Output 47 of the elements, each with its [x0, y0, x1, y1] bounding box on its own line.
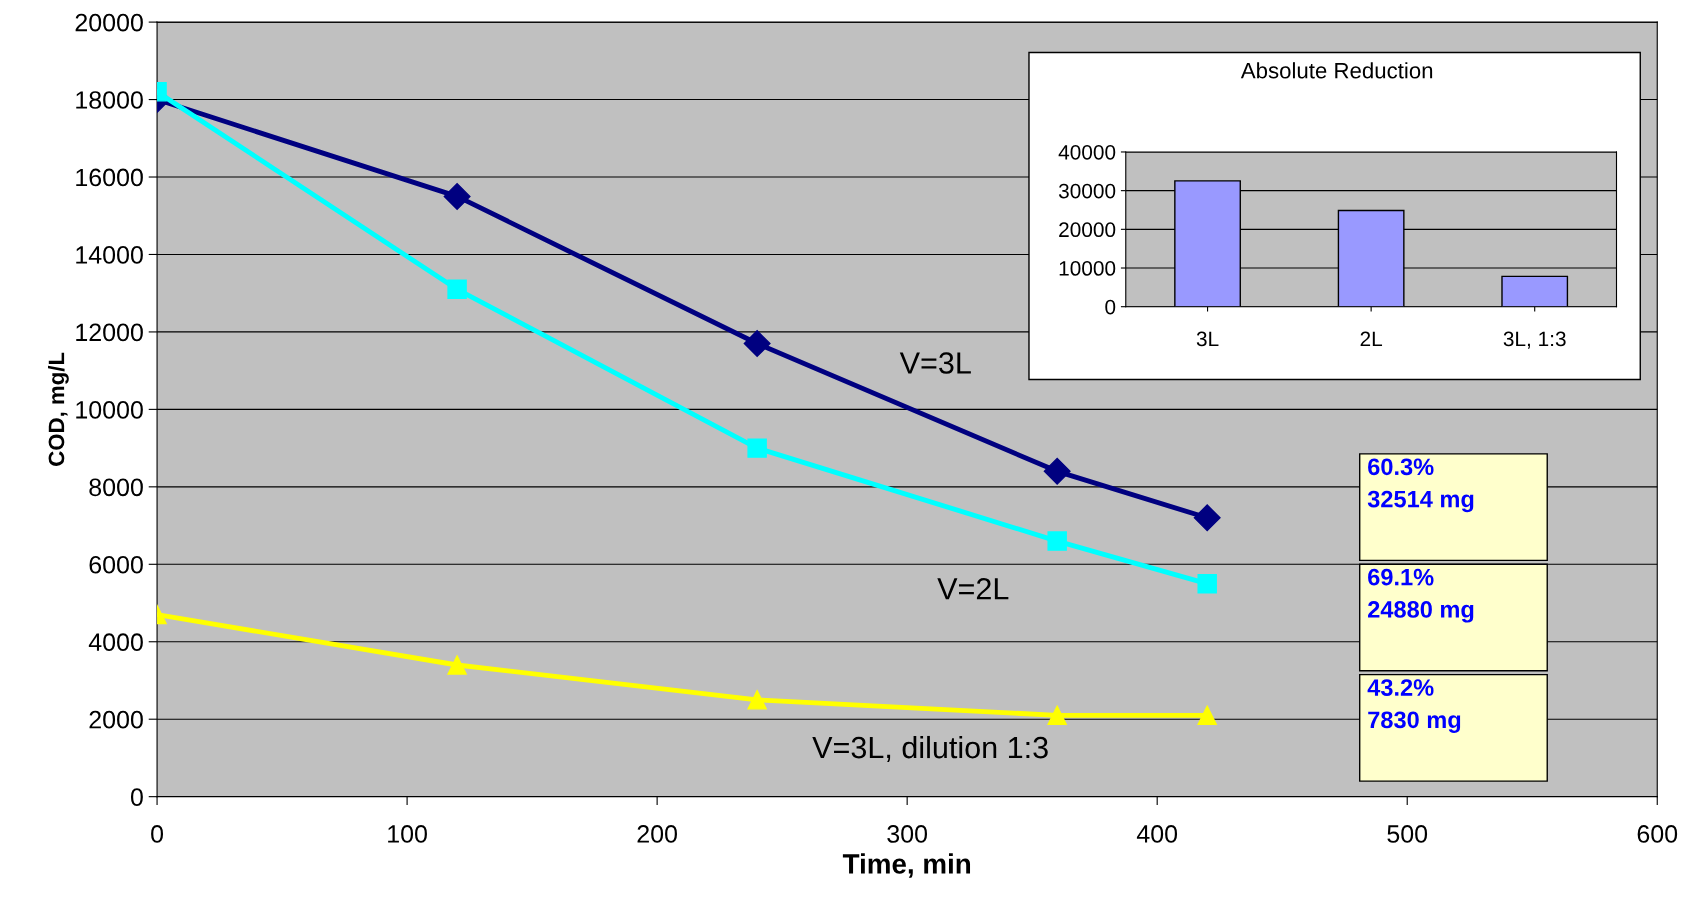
y-tick-label: 30000 — [1058, 183, 1116, 199]
series-label: V=3L — [899, 352, 971, 374]
point — [1193, 504, 1221, 532]
y-tick-label: 18000 — [76, 91, 143, 109]
point — [747, 438, 767, 458]
x-tick-label: 0 — [151, 825, 164, 843]
annotation: 69.1% 24880 mg — [1368, 568, 1474, 623]
x-axis-title: Time, min — [842, 853, 971, 878]
x-tick-label: 400 — [1136, 825, 1178, 843]
point — [743, 330, 771, 358]
annotation: 43.2% 7830 mg — [1367, 679, 1461, 733]
y-tick-label: 4000 — [88, 633, 143, 652]
chart-title: Absolute Reduction — [1240, 62, 1433, 79]
y-tick-label: 14000 — [76, 246, 143, 264]
y-tick-label: 10000 — [76, 400, 143, 419]
y-tick-label: 0 — [130, 788, 143, 806]
x-tick-label: 3L, 1:3 — [1503, 331, 1566, 349]
point — [447, 279, 467, 300]
point — [1047, 705, 1067, 726]
y-tick-label: 12000 — [76, 323, 143, 342]
series-label: V=2L — [937, 577, 1009, 600]
point — [447, 655, 467, 675]
y-tick-label: 40000 — [1058, 144, 1116, 160]
y-tick-label: 20000 — [1059, 222, 1116, 238]
y-tick-label: 16000 — [76, 168, 143, 187]
annotation: 60.3% 32514 mg — [1367, 458, 1474, 513]
x-tick-label: 500 — [1387, 825, 1428, 843]
point — [1043, 457, 1071, 485]
y-axis-title: COD, mg/L — [47, 352, 69, 466]
series-label: V=3L, dilution 1:3 — [812, 735, 1048, 762]
x-tick-label: 100 — [388, 825, 427, 843]
x-tick-label: 200 — [637, 825, 678, 843]
x-tick-label: 600 — [1637, 825, 1678, 843]
x-tick-label: 3L — [1196, 331, 1219, 347]
y-tick-label: 20000 — [75, 13, 143, 32]
point — [1197, 573, 1217, 594]
point — [1047, 531, 1067, 551]
y-tick-label: 2000 — [89, 710, 143, 729]
y-tick-label: 10000 — [1059, 261, 1116, 276]
y-tick-label: 0 — [1105, 299, 1116, 315]
x-tick-label: 2L — [1360, 331, 1383, 347]
point — [747, 690, 767, 710]
y-tick-label: 6000 — [89, 555, 143, 574]
x-tick-label: 300 — [887, 825, 928, 843]
y-tick-label: 8000 — [89, 478, 143, 497]
point — [1197, 705, 1217, 726]
point — [443, 182, 471, 210]
